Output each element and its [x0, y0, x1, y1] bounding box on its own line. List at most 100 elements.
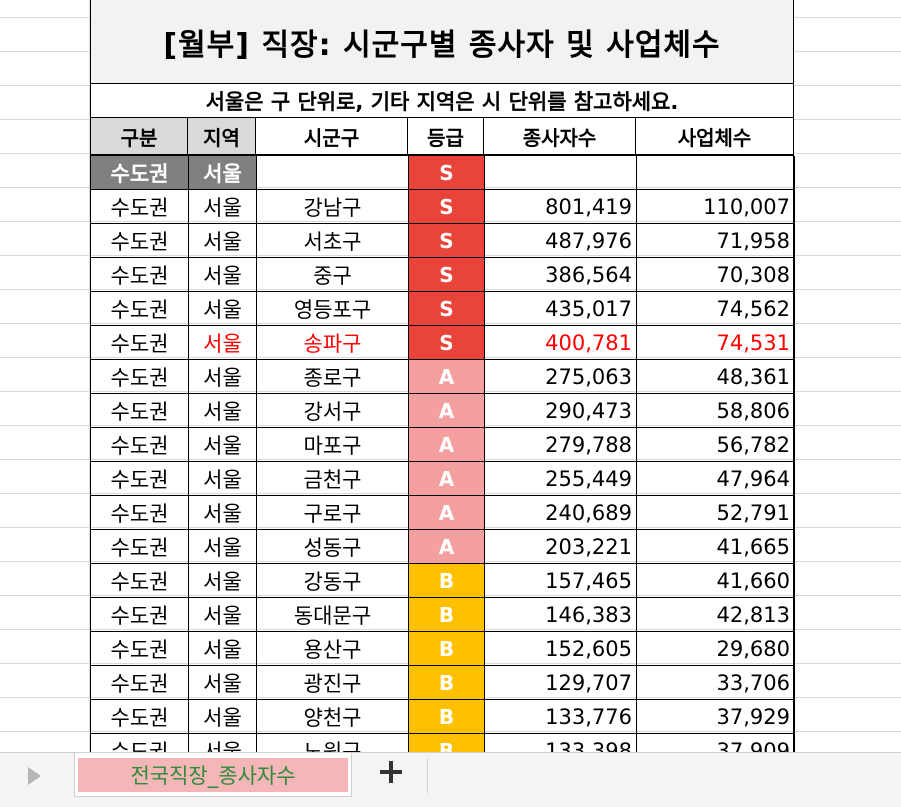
cell-district[interactable]: 강서구	[257, 394, 409, 428]
cell-division[interactable]: 수도권	[91, 326, 189, 360]
cell-businesses[interactable]: 47,964	[637, 462, 795, 496]
cell-grade[interactable]: A	[409, 428, 485, 462]
cell-district[interactable]: 종로구	[257, 360, 409, 394]
cell-division[interactable]: 수도권	[91, 666, 189, 700]
cell-businesses[interactable]: 74,531	[637, 326, 795, 360]
cell-division[interactable]: 수도권	[91, 224, 189, 258]
cell-grade[interactable]: B	[409, 564, 485, 598]
cell-workers[interactable]: 487,976	[485, 224, 637, 258]
cell-businesses[interactable]: 33,706	[637, 666, 795, 700]
cell-workers[interactable]: 400,781	[485, 326, 637, 360]
cell-workers[interactable]: 255,449	[485, 462, 637, 496]
cell-grade[interactable]: B	[409, 598, 485, 632]
cell-district[interactable]: 노원구	[257, 734, 409, 752]
cell-grade[interactable]: A	[409, 394, 485, 428]
cell-grade[interactable]: A	[409, 530, 485, 564]
cell-district[interactable]: 중구	[257, 258, 409, 292]
cell-region[interactable]: 서울	[189, 156, 257, 190]
cell-district[interactable]: 송파구	[257, 326, 409, 360]
cell-businesses[interactable]: 42,813	[637, 598, 795, 632]
cell-businesses[interactable]	[637, 156, 795, 190]
cell-division[interactable]: 수도권	[91, 564, 189, 598]
cell-division[interactable]: 수도권	[91, 734, 189, 752]
cell-region[interactable]: 서울	[189, 428, 257, 462]
cell-division[interactable]: 수도권	[91, 394, 189, 428]
header-division[interactable]: 구분	[90, 118, 188, 154]
cell-region[interactable]: 서울	[189, 394, 257, 428]
cell-division[interactable]: 수도권	[91, 156, 189, 190]
cell-workers[interactable]: 275,063	[485, 360, 637, 394]
cell-workers[interactable]: 801,419	[485, 190, 637, 224]
cell-division[interactable]: 수도권	[91, 598, 189, 632]
header-businesses[interactable]: 사업체수	[636, 118, 794, 154]
play-icon[interactable]	[28, 767, 41, 785]
cell-region[interactable]: 서울	[189, 632, 257, 666]
cell-grade[interactable]: B	[409, 666, 485, 700]
cell-region[interactable]: 서울	[189, 666, 257, 700]
cell-district[interactable]: 강동구	[257, 564, 409, 598]
cell-district[interactable]: 서초구	[257, 224, 409, 258]
cell-division[interactable]: 수도권	[91, 462, 189, 496]
cell-businesses[interactable]: 58,806	[637, 394, 795, 428]
cell-district[interactable]: 강남구	[257, 190, 409, 224]
cell-businesses[interactable]: 110,007	[637, 190, 795, 224]
cell-district[interactable]: 영등포구	[257, 292, 409, 326]
cell-grade[interactable]: S	[409, 190, 485, 224]
cell-district[interactable]: 성동구	[257, 530, 409, 564]
cell-division[interactable]: 수도권	[91, 258, 189, 292]
cell-workers[interactable]: 133,398	[485, 734, 637, 752]
cell-region[interactable]: 서울	[189, 700, 257, 734]
sheet-title-cell[interactable]: [월부] 직장: 시군구별 종사자 및 사업체수	[90, 0, 794, 84]
spreadsheet-grid[interactable]: [월부] 직장: 시군구별 종사자 및 사업체수 서울은 구 단위로, 기타 지…	[0, 0, 901, 752]
cell-businesses[interactable]: 29,680	[637, 632, 795, 666]
header-grade[interactable]: 등급	[408, 118, 484, 154]
cell-grade[interactable]: A	[409, 462, 485, 496]
cell-division[interactable]: 수도권	[91, 530, 189, 564]
header-district[interactable]: 시군구	[256, 118, 408, 154]
cell-region[interactable]: 서울	[189, 598, 257, 632]
cell-businesses[interactable]: 71,958	[637, 224, 795, 258]
cell-workers[interactable]: 386,564	[485, 258, 637, 292]
header-region[interactable]: 지역	[188, 118, 256, 154]
cell-workers[interactable]	[485, 156, 637, 190]
cell-region[interactable]: 서울	[189, 734, 257, 752]
cell-district[interactable]: 양천구	[257, 700, 409, 734]
add-sheet-icon[interactable]	[380, 761, 402, 783]
cell-businesses[interactable]: 41,665	[637, 530, 795, 564]
cell-region[interactable]: 서울	[189, 496, 257, 530]
cell-workers[interactable]: 133,776	[485, 700, 637, 734]
cell-district[interactable]: 용산구	[257, 632, 409, 666]
cell-district[interactable]: 구로구	[257, 496, 409, 530]
cell-grade[interactable]: B	[409, 632, 485, 666]
cell-division[interactable]: 수도권	[91, 632, 189, 666]
cell-businesses[interactable]: 48,361	[637, 360, 795, 394]
cell-region[interactable]: 서울	[189, 190, 257, 224]
cell-grade[interactable]: S	[409, 156, 485, 190]
cell-region[interactable]: 서울	[189, 326, 257, 360]
cell-division[interactable]: 수도권	[91, 190, 189, 224]
cell-division[interactable]: 수도권	[91, 700, 189, 734]
cell-workers[interactable]: 240,689	[485, 496, 637, 530]
cell-workers[interactable]: 129,707	[485, 666, 637, 700]
cell-businesses[interactable]: 70,308	[637, 258, 795, 292]
cell-businesses[interactable]: 37,909	[637, 734, 795, 752]
cell-grade[interactable]: A	[409, 496, 485, 530]
cell-division[interactable]: 수도권	[91, 360, 189, 394]
cell-district[interactable]	[257, 156, 409, 190]
cell-region[interactable]: 서울	[189, 360, 257, 394]
cell-businesses[interactable]: 56,782	[637, 428, 795, 462]
cell-businesses[interactable]: 52,791	[637, 496, 795, 530]
cell-businesses[interactable]: 74,562	[637, 292, 795, 326]
cell-district[interactable]: 마포구	[257, 428, 409, 462]
cell-district[interactable]: 동대문구	[257, 598, 409, 632]
cell-grade[interactable]: S	[409, 326, 485, 360]
cell-region[interactable]: 서울	[189, 224, 257, 258]
cell-businesses[interactable]: 37,929	[637, 700, 795, 734]
sheet-tab[interactable]: 전국직장_종사자수	[74, 753, 352, 797]
cell-division[interactable]: 수도권	[91, 428, 189, 462]
cell-region[interactable]: 서울	[189, 530, 257, 564]
cell-region[interactable]: 서울	[189, 462, 257, 496]
cell-grade[interactable]: S	[409, 224, 485, 258]
cell-workers[interactable]: 146,383	[485, 598, 637, 632]
cell-region[interactable]: 서울	[189, 564, 257, 598]
